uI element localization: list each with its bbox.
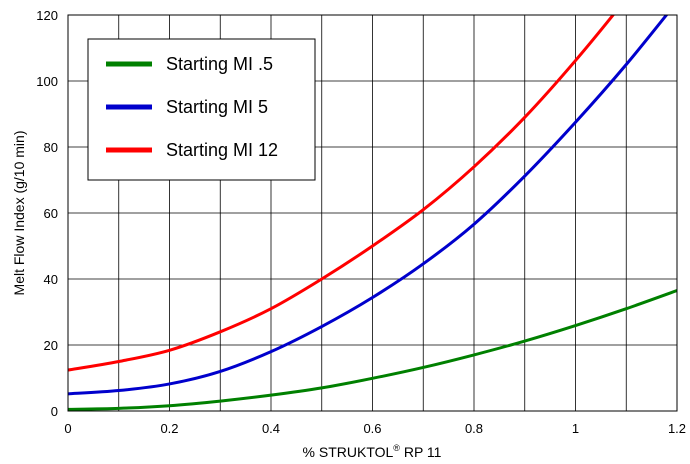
- series-lines: [68, 15, 677, 411]
- legend-label-3: Starting MI 12: [166, 140, 278, 160]
- x-tick-label: 0: [64, 421, 71, 436]
- y-tick-label: 120: [36, 8, 58, 23]
- x-tick-labels: 0 0.2 0.4 0.6 0.8 1 1.2: [64, 421, 686, 436]
- x-tick-label: 0.6: [363, 421, 381, 436]
- y-tick-label: 40: [44, 272, 58, 287]
- y-tick-label: 100: [36, 74, 58, 89]
- x-tick-label: 1: [572, 421, 579, 436]
- x-tick-label: 0.4: [262, 421, 280, 436]
- legend-label-1: Starting MI .5: [166, 54, 273, 74]
- x-tick-label: 0.2: [160, 421, 178, 436]
- x-axis-label: % STRUKTOL® RP 11: [303, 443, 442, 460]
- y-tick-label: 20: [44, 338, 58, 353]
- y-tick-label: 0: [51, 404, 58, 419]
- y-tick-labels: 0 20 40 60 80 100 120: [36, 8, 58, 419]
- y-tick-label: 80: [44, 140, 58, 155]
- series-line-1: [68, 289, 677, 411]
- legend-label-2: Starting MI 5: [166, 97, 268, 117]
- y-tick-label: 60: [44, 206, 58, 221]
- series-line-2: [68, 15, 669, 396]
- y-axis-label: Melt Flow Index (g/10 min): [11, 131, 27, 296]
- x-tick-label: 0.8: [465, 421, 483, 436]
- x-tick-label: 1.2: [668, 421, 686, 436]
- plot-frame: [67, 14, 678, 412]
- series-line-3: [68, 15, 616, 372]
- legend: Starting MI .5 Starting MI 5 Starting MI 1…: [87, 38, 316, 181]
